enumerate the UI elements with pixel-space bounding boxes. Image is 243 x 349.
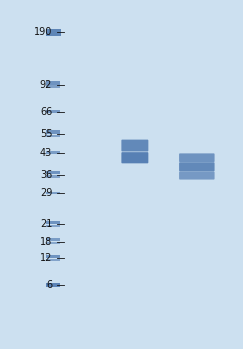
FancyBboxPatch shape [46,192,60,194]
FancyBboxPatch shape [46,135,60,137]
FancyBboxPatch shape [122,152,148,163]
Text: 6: 6 [46,280,52,290]
Text: 12: 12 [40,253,52,263]
FancyBboxPatch shape [46,110,60,113]
Text: 66: 66 [40,107,52,117]
FancyBboxPatch shape [46,171,60,174]
FancyBboxPatch shape [122,140,148,151]
FancyBboxPatch shape [46,130,60,134]
FancyBboxPatch shape [46,221,60,224]
FancyBboxPatch shape [46,29,61,36]
Text: 18: 18 [40,237,52,246]
FancyBboxPatch shape [46,283,60,288]
FancyBboxPatch shape [46,151,60,154]
FancyBboxPatch shape [46,81,60,85]
Text: 21: 21 [40,219,52,229]
Text: 55: 55 [40,129,52,139]
FancyBboxPatch shape [46,242,60,244]
FancyBboxPatch shape [46,225,60,228]
FancyBboxPatch shape [46,259,60,261]
Text: 92: 92 [40,80,52,90]
Text: 43: 43 [40,148,52,157]
Text: 190: 190 [34,27,52,37]
FancyBboxPatch shape [179,162,215,171]
FancyBboxPatch shape [46,255,60,258]
Text: 29: 29 [40,188,52,198]
FancyBboxPatch shape [179,153,215,162]
Text: 36: 36 [40,170,52,179]
FancyBboxPatch shape [46,238,60,241]
FancyBboxPatch shape [46,175,60,178]
FancyBboxPatch shape [46,85,60,88]
FancyBboxPatch shape [179,172,215,179]
